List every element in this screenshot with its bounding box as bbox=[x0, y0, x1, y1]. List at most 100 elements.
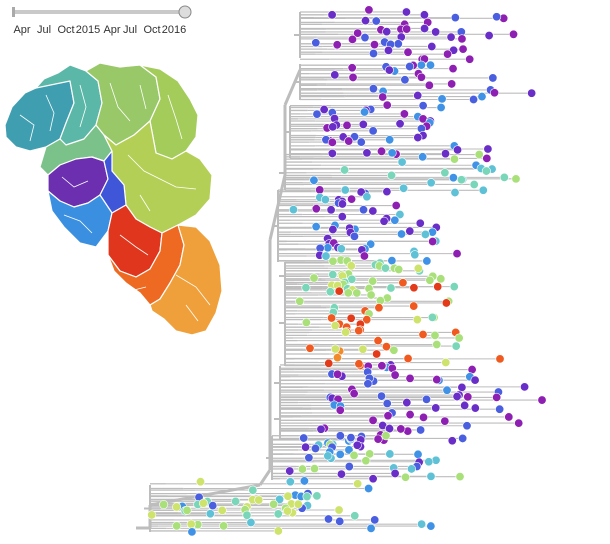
tree-tip[interactable] bbox=[405, 410, 415, 420]
tree-tip[interactable] bbox=[383, 45, 393, 55]
tree-tip[interactable] bbox=[432, 340, 442, 350]
tree-tip[interactable] bbox=[481, 166, 491, 176]
tree-tip[interactable] bbox=[325, 287, 335, 297]
tree-tip[interactable] bbox=[474, 150, 484, 160]
tree-tip[interactable] bbox=[328, 225, 338, 235]
tree-tip[interactable] bbox=[397, 157, 407, 167]
tree-tip[interactable] bbox=[321, 251, 331, 261]
tree-tip[interactable] bbox=[311, 38, 321, 48]
tree-tip[interactable] bbox=[440, 416, 450, 426]
tree-tip[interactable] bbox=[380, 263, 390, 273]
tree-tip[interactable] bbox=[310, 443, 320, 453]
tree-tip[interactable] bbox=[344, 445, 354, 455]
tree-tip[interactable] bbox=[172, 521, 182, 531]
tree-tip[interactable] bbox=[469, 95, 479, 105]
tree-tip[interactable] bbox=[356, 187, 366, 197]
tree-tip[interactable] bbox=[387, 148, 397, 158]
tree-tip[interactable] bbox=[343, 288, 353, 298]
tree-tip[interactable] bbox=[301, 442, 311, 452]
tree-tip[interactable] bbox=[328, 122, 338, 132]
tree-tip[interactable] bbox=[443, 49, 453, 59]
tree-tip[interactable] bbox=[441, 358, 451, 368]
tree-tip[interactable] bbox=[248, 485, 258, 495]
tree-tip[interactable] bbox=[335, 516, 345, 526]
tree-tip[interactable] bbox=[426, 471, 436, 481]
tree-tip[interactable] bbox=[382, 399, 392, 409]
tree-tip[interactable] bbox=[324, 358, 334, 368]
tree-tip[interactable] bbox=[393, 39, 403, 49]
tree-tip[interactable] bbox=[381, 342, 391, 352]
tree-tip[interactable] bbox=[416, 60, 426, 70]
tree-tip[interactable] bbox=[440, 149, 450, 159]
tree-tip[interactable] bbox=[470, 375, 480, 385]
tree-tip[interactable] bbox=[426, 178, 436, 188]
tree-tip[interactable] bbox=[293, 499, 303, 509]
tree-tip[interactable] bbox=[383, 411, 393, 421]
tree-tip[interactable] bbox=[327, 148, 337, 158]
tree-tip[interactable] bbox=[395, 209, 405, 219]
tree-tip[interactable] bbox=[352, 440, 362, 450]
tree-tip[interactable] bbox=[305, 343, 315, 353]
tree-tip[interactable] bbox=[484, 31, 494, 41]
tree-tip[interactable] bbox=[452, 392, 462, 402]
tree-tip[interactable] bbox=[340, 185, 350, 195]
tree-tip[interactable] bbox=[319, 104, 329, 114]
tree-tip[interactable] bbox=[448, 173, 458, 183]
tree-tip[interactable] bbox=[376, 391, 386, 401]
tree-tip[interactable] bbox=[361, 456, 371, 466]
tree-tip[interactable] bbox=[332, 40, 342, 50]
tree-tip[interactable] bbox=[405, 373, 415, 383]
tree-tip[interactable] bbox=[336, 469, 346, 479]
tree-tip[interactable] bbox=[402, 398, 412, 408]
tree-tip[interactable] bbox=[449, 282, 459, 292]
tree-tip[interactable] bbox=[159, 500, 169, 510]
tree-tip[interactable] bbox=[450, 188, 460, 198]
tree-tip[interactable] bbox=[373, 336, 383, 346]
tree-tip[interactable] bbox=[360, 107, 370, 117]
tree-tip[interactable] bbox=[440, 168, 450, 178]
tree-tip[interactable] bbox=[419, 10, 429, 20]
tree-tip[interactable] bbox=[427, 41, 437, 51]
tree-tip[interactable] bbox=[330, 321, 340, 331]
tree-tip[interactable] bbox=[186, 519, 196, 529]
tree-tip[interactable] bbox=[368, 474, 378, 484]
tree-tip[interactable] bbox=[363, 379, 373, 389]
tree-tip[interactable] bbox=[377, 361, 387, 371]
tree-tip[interactable] bbox=[422, 256, 432, 266]
tree-tip[interactable] bbox=[422, 394, 432, 404]
tree-tip[interactable] bbox=[379, 216, 389, 226]
tree-tip[interactable] bbox=[353, 28, 363, 38]
tree-tip[interactable] bbox=[356, 137, 366, 147]
tree-tip[interactable] bbox=[242, 510, 252, 520]
tree-tip[interactable] bbox=[299, 476, 309, 486]
tree-tip[interactable] bbox=[302, 492, 312, 502]
tree-tip[interactable] bbox=[409, 301, 419, 311]
tree-tip[interactable] bbox=[490, 88, 500, 98]
tree-tip[interactable] bbox=[231, 496, 241, 506]
tree-tip[interactable] bbox=[396, 424, 406, 434]
tree-tip[interactable] bbox=[384, 65, 394, 75]
tree-tip[interactable] bbox=[328, 256, 338, 266]
tree-tip[interactable] bbox=[504, 412, 514, 422]
tree-tip[interactable] bbox=[358, 205, 368, 215]
tree-tip[interactable] bbox=[385, 449, 395, 459]
tree-tip[interactable] bbox=[368, 206, 378, 216]
tree-tip[interactable] bbox=[205, 509, 215, 519]
tree-tip[interactable] bbox=[432, 375, 442, 385]
tree-tip[interactable] bbox=[323, 451, 333, 461]
tree-tip[interactable] bbox=[360, 33, 370, 43]
map-region-far-south-east[interactable] bbox=[149, 224, 223, 336]
tree-tip[interactable] bbox=[301, 318, 311, 328]
tree-tip[interactable] bbox=[394, 264, 404, 274]
tree-tip[interactable] bbox=[362, 148, 372, 158]
tree-tip[interactable] bbox=[323, 514, 333, 524]
tree-tip[interactable] bbox=[361, 16, 371, 26]
tree-tip[interactable] bbox=[366, 290, 376, 300]
tree-tip[interactable] bbox=[330, 70, 340, 80]
tree-tip[interactable] bbox=[358, 119, 368, 129]
tree-tip[interactable] bbox=[327, 10, 337, 20]
tree-tip[interactable] bbox=[382, 100, 392, 110]
tree-tip[interactable] bbox=[405, 62, 415, 72]
tree-tip[interactable] bbox=[386, 283, 396, 293]
tree-tip[interactable] bbox=[334, 505, 344, 515]
